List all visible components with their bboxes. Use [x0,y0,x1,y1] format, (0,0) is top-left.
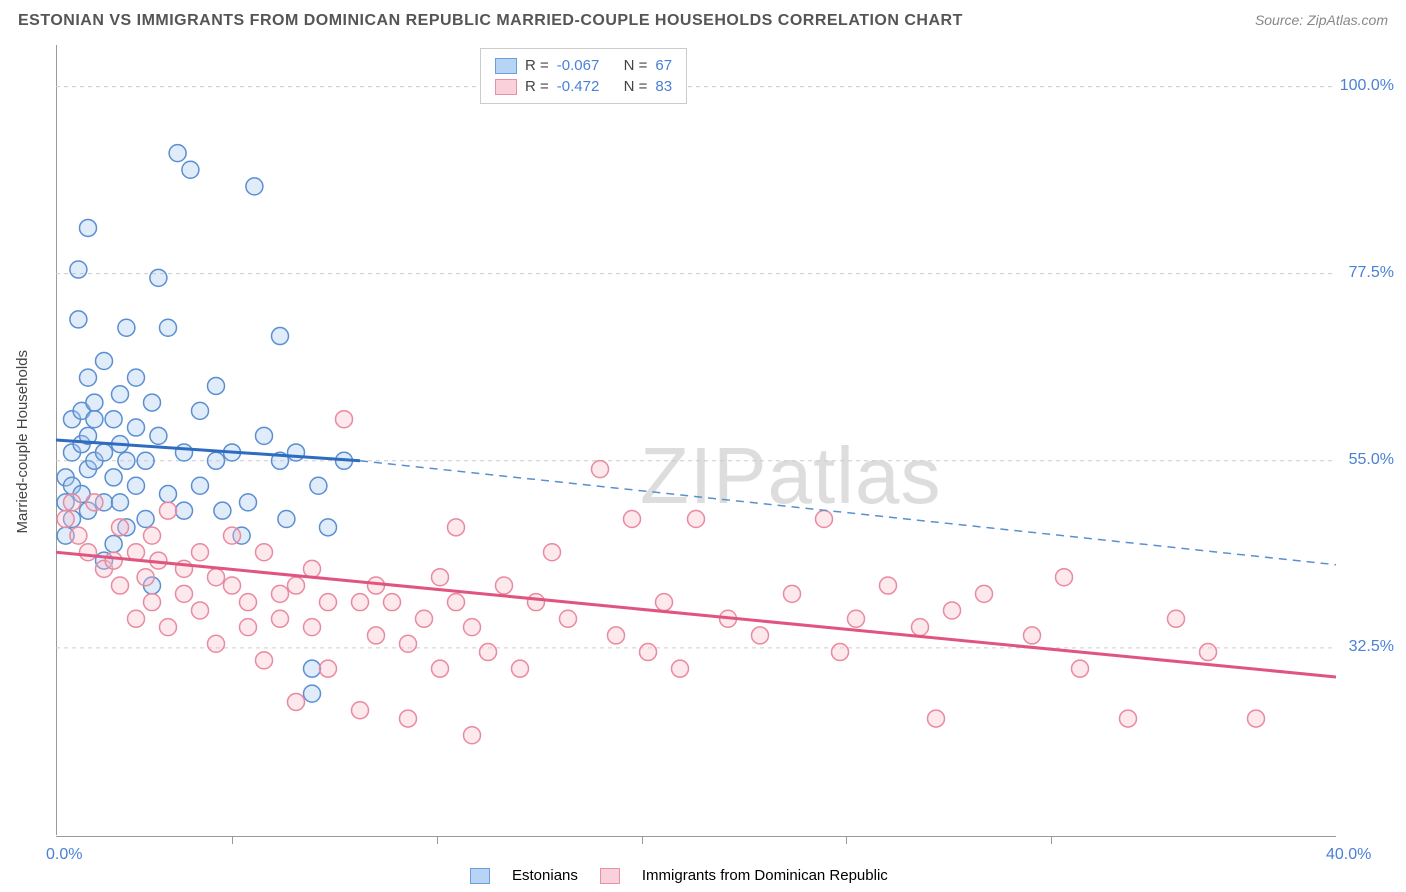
x-tick-label: 40.0% [1326,846,1371,864]
x-minor-tick [642,836,643,844]
legend-swatch-estonians [470,868,490,884]
n-value-2: 83 [655,78,672,95]
y-tick-label: 32.5% [1349,638,1394,656]
y-tick-label: 55.0% [1349,451,1394,469]
x-tick-label: 0.0% [46,846,82,864]
x-minor-tick [437,836,438,844]
legend-label-estonians: Estonians [512,867,578,884]
y-tick-label: 77.5% [1349,264,1394,282]
correlation-legend: R = -0.067 N = 67 R = -0.472 N = 83 [480,48,687,104]
swatch-estonians [495,58,517,74]
x-minor-tick [1051,836,1052,844]
x-minor-tick [846,836,847,844]
source-label: Source: ZipAtlas.com [1255,12,1388,28]
legend-label-dominican: Immigrants from Dominican Republic [642,867,888,884]
r-value-2: -0.472 [557,78,600,95]
r-value-1: -0.067 [557,57,600,74]
x-minor-tick [232,836,233,844]
n-value-1: 67 [655,57,672,74]
legend-row-2: R = -0.472 N = 83 [495,76,672,97]
series-legend: Estonians Immigrants from Dominican Repu… [470,867,888,884]
scatter-svg [56,45,1336,835]
n-label-1: N = [624,57,648,74]
swatch-dominican [495,79,517,95]
y-axis-label: Married-couple Households [14,350,31,533]
x-axis-line [56,836,1336,837]
chart-container: ESTONIAN VS IMMIGRANTS FROM DOMINICAN RE… [0,0,1406,892]
r-label-2: R = [525,78,549,95]
legend-swatch-dominican [600,868,620,884]
r-label-1: R = [525,57,549,74]
n-label-2: N = [624,78,648,95]
chart-title: ESTONIAN VS IMMIGRANTS FROM DOMINICAN RE… [18,12,963,30]
legend-row-1: R = -0.067 N = 67 [495,55,672,76]
y-tick-label: 100.0% [1340,77,1394,95]
plot-area [56,45,1336,835]
